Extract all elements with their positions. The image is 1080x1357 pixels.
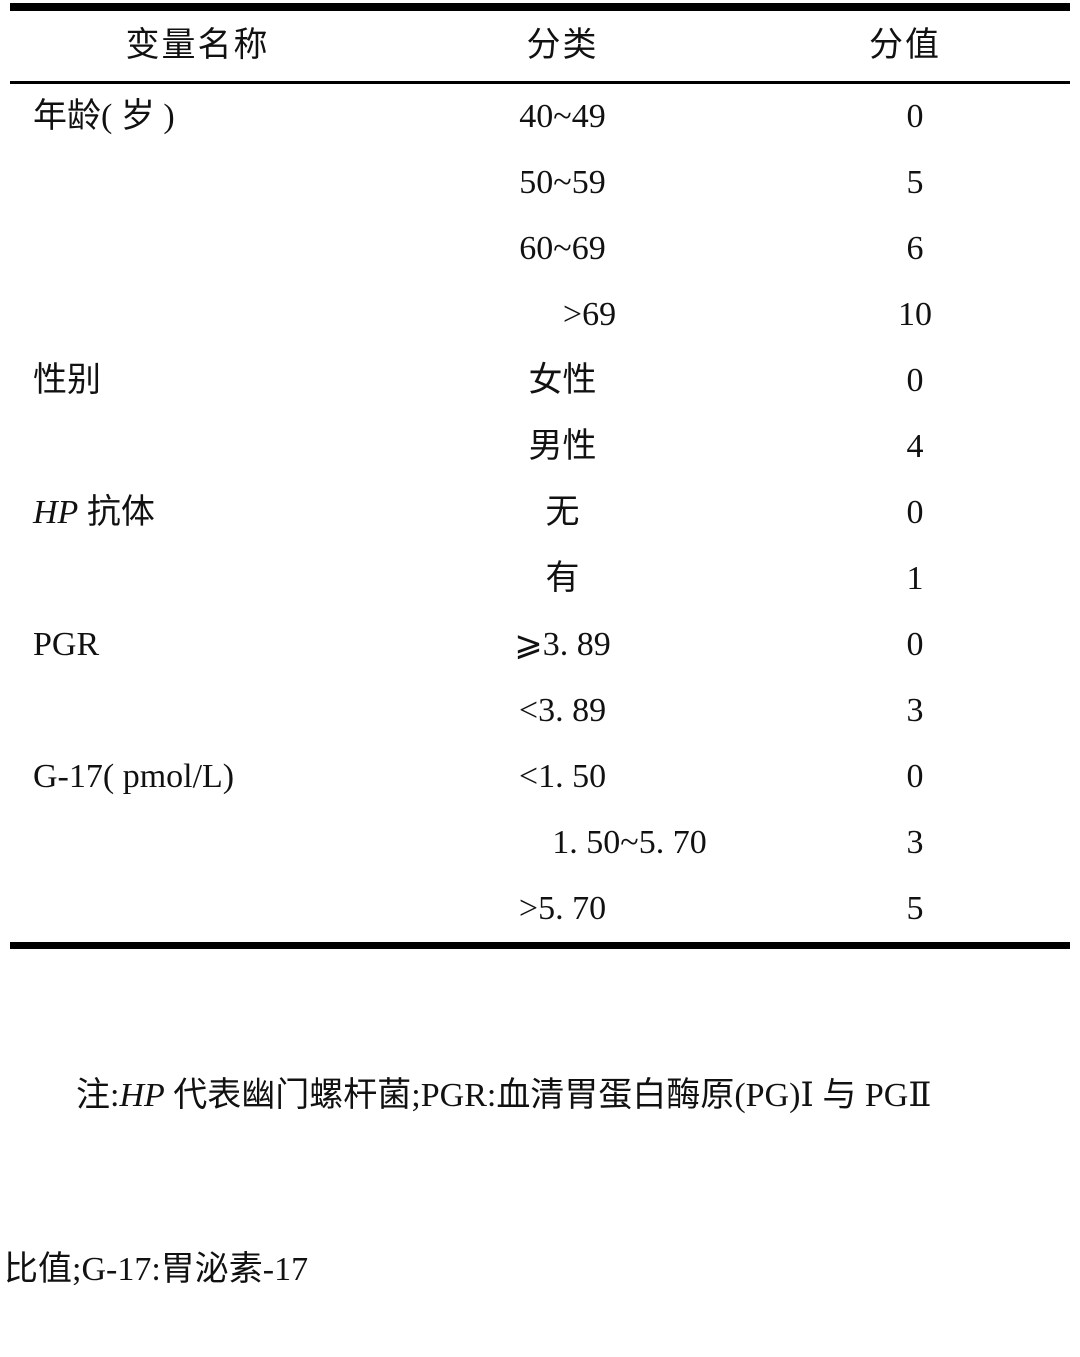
footnote-line-1: 注:HP 代表幽门螺杆菌;PGR:血清胃蛋白酶原(PG)Ⅰ 与 PGⅡ — [4, 1067, 1076, 1125]
table-row: 男性 4 — [10, 414, 1070, 480]
footnote-line-1-text: 代表幽门螺杆菌;PGR:血清胃蛋白酶原(PG)Ⅰ 与 PGⅡ — [164, 1077, 932, 1114]
table-row: 1. 50~5. 70 3 — [10, 810, 1070, 876]
table-row: >5. 70 5 — [10, 876, 1070, 942]
cell-category: 50~59 — [519, 164, 606, 201]
cell-score: 0 — [906, 362, 924, 399]
cell-variable: 性别 — [10, 364, 385, 398]
cell-category: 无 — [545, 494, 580, 531]
header-variable-name: 变量名称 — [125, 27, 270, 64]
cell-score: 4 — [906, 428, 924, 465]
footnote-line-2: 比值;G-17:胃泌素-17 — [4, 1251, 309, 1288]
cell-category: 女性 — [528, 362, 597, 399]
cell-score: 5 — [906, 890, 924, 927]
cell-category: <1. 50 — [518, 758, 607, 795]
cell-category: >69 — [562, 296, 617, 333]
cell-category: 男性 — [528, 428, 597, 465]
cell-variable: G-17( pmol/L) — [10, 760, 385, 794]
table-row: HP 抗体 无 0 — [10, 480, 1070, 546]
variable-italic: HP — [33, 494, 79, 531]
cell-score: 3 — [906, 692, 924, 729]
cell-variable: 年龄( 岁 ) — [10, 100, 385, 134]
risk-scoring-table: 变量名称 分类 分值 年龄( 岁 ) 40~49 0 50~59 5 60~69… — [10, 3, 1070, 949]
table-row: PGR ⩾3. 89 0 — [10, 612, 1070, 678]
table-row: 60~69 6 — [10, 216, 1070, 282]
variable-text: G-17( pmol/L) — [33, 758, 235, 795]
cell-category: ⩾3. 89 — [514, 626, 611, 663]
cell-variable: PGR — [10, 628, 385, 662]
header-category: 分类 — [526, 27, 599, 64]
table-body: 年龄( 岁 ) 40~49 0 50~59 5 60~69 6 >69 10 性… — [10, 84, 1070, 942]
table-row: G-17( pmol/L) <1. 50 0 — [10, 744, 1070, 810]
variable-text: 抗体 — [78, 494, 155, 531]
variable-text: PGR — [33, 626, 100, 663]
cell-score: 0 — [906, 626, 924, 663]
cell-score: 0 — [906, 494, 924, 531]
cell-score: 6 — [906, 230, 924, 267]
cell-category: 有 — [545, 560, 580, 597]
cell-score: 5 — [906, 164, 924, 201]
cell-category: >5. 70 — [518, 890, 607, 927]
header-score: 分值 — [869, 27, 941, 64]
cell-variable: HP 抗体 — [10, 496, 385, 530]
cell-score: 0 — [906, 98, 924, 135]
cell-score: 1 — [906, 560, 924, 597]
table-footnote: 注:HP 代表幽门螺杆菌;PGR:血清胃蛋白酶原(PG)Ⅰ 与 PGⅡ 比值;G… — [0, 949, 1080, 1357]
table-row: 50~59 5 — [10, 150, 1070, 216]
cell-score: 0 — [906, 758, 924, 795]
cell-score: 3 — [906, 824, 924, 861]
cell-category: 60~69 — [519, 230, 606, 267]
table-row: <3. 89 3 — [10, 678, 1070, 744]
variable-text: 年龄( 岁 ) — [33, 98, 175, 135]
table-row: >69 10 — [10, 282, 1070, 348]
cell-category: 40~49 — [519, 98, 606, 135]
footnote-hp-italic: HP — [119, 1077, 165, 1114]
table-row: 年龄( 岁 ) 40~49 0 — [10, 84, 1070, 150]
table-row: 性别 女性 0 — [10, 348, 1070, 414]
footnote-prefix: 注: — [76, 1077, 120, 1114]
cell-category: 1. 50~5. 70 — [552, 824, 707, 861]
cell-score: 10 — [898, 296, 932, 333]
table-header-row: 变量名称 分类 分值 — [10, 11, 1070, 84]
variable-text: 性别 — [33, 362, 101, 399]
table-row: 有 1 — [10, 546, 1070, 612]
cell-category: <3. 89 — [518, 692, 607, 729]
